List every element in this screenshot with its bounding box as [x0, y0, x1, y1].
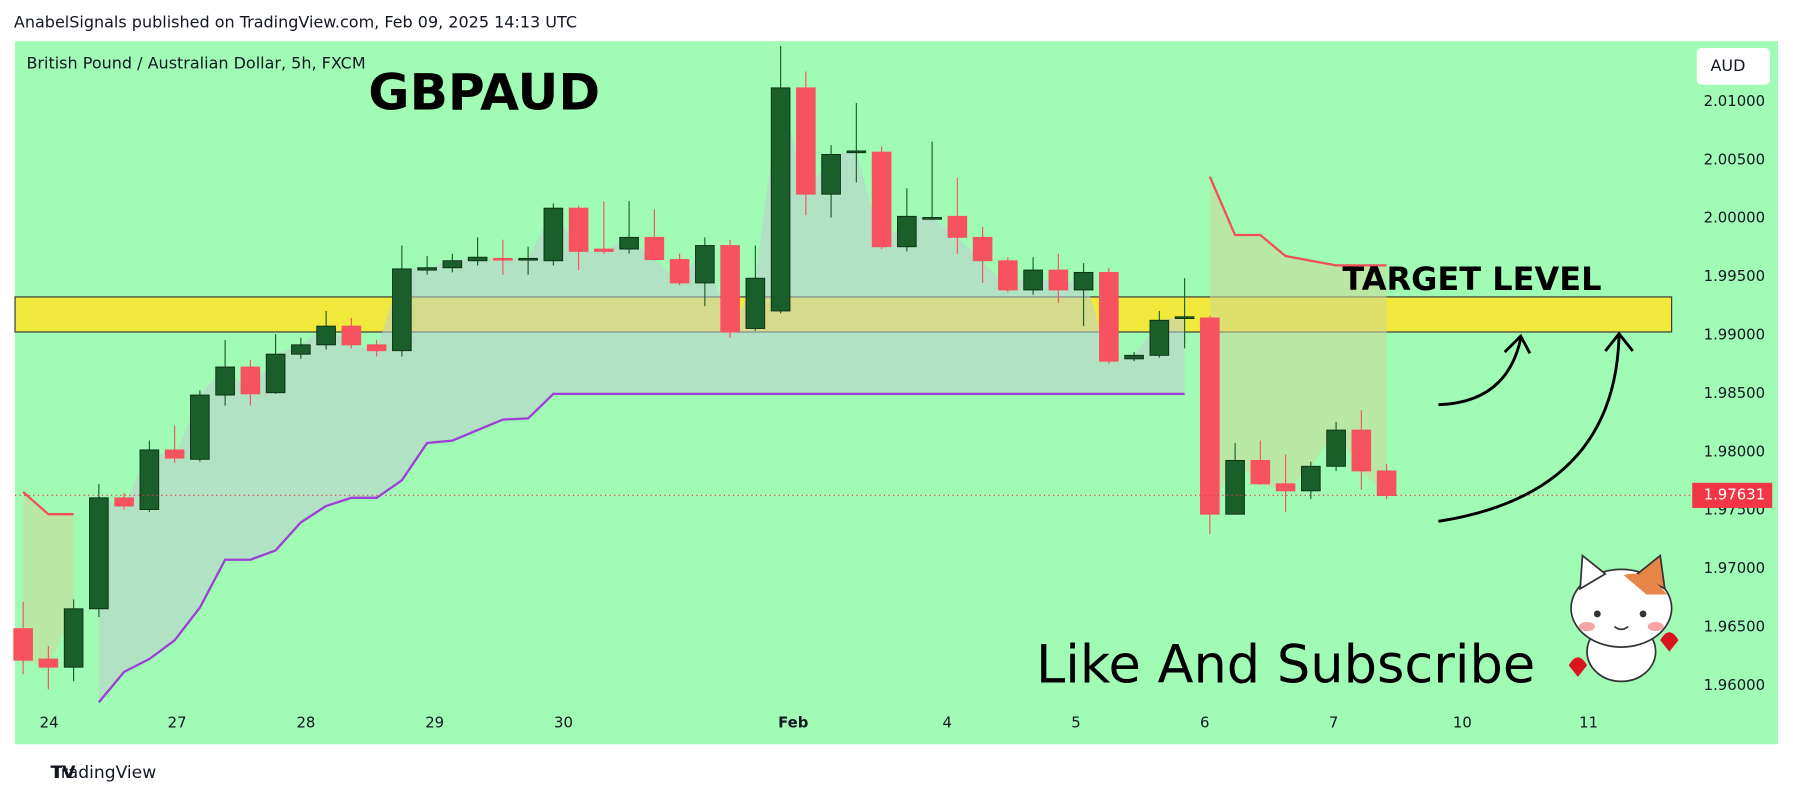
candle-body — [871, 151, 892, 248]
candle-body — [1301, 465, 1321, 492]
candle-body — [922, 217, 942, 220]
y-tick-label: 2.00000 — [1704, 209, 1765, 227]
last-price-label: 1.97631 — [1704, 485, 1765, 503]
x-tick-label: 6 — [1200, 714, 1209, 732]
candle-body — [1376, 470, 1397, 496]
x-tick-label: 24 — [40, 714, 59, 732]
candle-body — [619, 236, 639, 250]
candle-body — [1149, 319, 1170, 356]
symbol: British Pound / Australian Dollar, 5h, F… — [26, 54, 365, 73]
candle-body — [240, 366, 261, 395]
overlay-line — [97, 392, 1185, 703]
y-tick-label: 1.99500 — [1704, 267, 1765, 285]
candle-body — [594, 248, 614, 252]
y-tick-label: 1.99000 — [1704, 325, 1765, 343]
x-tick-label: 4 — [943, 714, 952, 732]
candle-body — [1023, 269, 1043, 291]
x-tick-label: 28 — [296, 714, 315, 732]
candle-body — [897, 215, 917, 248]
candle-body — [543, 207, 564, 262]
cat-sticker — [1568, 553, 1679, 683]
candle-body — [114, 497, 134, 507]
candle-body — [1351, 429, 1372, 472]
candle-body — [442, 260, 463, 269]
x-tick-label: Feb — [778, 714, 808, 732]
candle-body — [644, 236, 665, 261]
candle-body — [1250, 459, 1271, 485]
candle-body — [341, 325, 362, 346]
candle-body — [745, 277, 766, 329]
candle-body — [695, 245, 715, 284]
candle-body — [139, 449, 160, 510]
last-price-box — [1692, 482, 1773, 508]
candle-body — [38, 658, 59, 668]
y-tick-label: 1.96000 — [1704, 676, 1765, 694]
header: AnabelSignals published on TradingView.c… — [14, 12, 577, 31]
candle-body — [1073, 271, 1094, 291]
y-tick-label: 1.96500 — [1704, 617, 1765, 635]
footer-logo: TV — [50, 763, 76, 783]
candle-body — [1124, 354, 1144, 360]
x-tick-label: 5 — [1071, 714, 1080, 732]
candle-body — [972, 236, 993, 262]
candle-body — [467, 256, 488, 262]
candle-body — [291, 344, 311, 355]
arrow — [1438, 331, 1634, 523]
target-label: TARGET LEVEL — [1342, 260, 1601, 298]
candle-body — [846, 150, 867, 154]
candle-body — [1326, 429, 1346, 467]
candle-body — [947, 215, 968, 238]
candle-body — [669, 259, 690, 284]
candle-body — [1275, 483, 1296, 492]
candle-body — [265, 353, 286, 394]
candle-body — [1048, 269, 1069, 291]
candle-body — [518, 257, 538, 261]
currency-box — [1696, 48, 1770, 85]
y-tick-label: 2.00500 — [1704, 150, 1765, 168]
x-tick-label: 27 — [168, 714, 187, 732]
y-tick-label: 1.98500 — [1704, 384, 1765, 402]
candle-body — [215, 366, 235, 396]
candle-body — [568, 207, 589, 252]
candle-body — [796, 87, 816, 195]
like-subscribe: Like And Subscribe — [1036, 634, 1535, 695]
candle-body — [720, 245, 740, 333]
trend-fill — [23, 491, 74, 668]
chart-layer: 1.960001.965001.970001.975001.980001.985… — [13, 45, 1773, 732]
candle-body — [1099, 271, 1119, 362]
candle-body — [63, 608, 84, 668]
chart-title: GBPAUD — [368, 63, 600, 122]
candle-body — [1174, 316, 1195, 319]
x-tick-label: 29 — [425, 714, 444, 732]
candle-body — [316, 325, 336, 346]
candle-body — [1225, 459, 1245, 515]
y-tick-label: 1.98000 — [1704, 442, 1765, 460]
currency: AUD — [1711, 56, 1746, 75]
candle-body — [821, 153, 841, 195]
x-tick-label: 10 — [1453, 714, 1472, 732]
candle-body — [13, 628, 33, 661]
x-tick-label: 11 — [1579, 714, 1598, 732]
candle-body — [164, 449, 185, 459]
candle-body — [190, 394, 210, 460]
arrow — [1438, 333, 1532, 407]
x-tick-label: 30 — [554, 714, 573, 732]
candle-body — [366, 344, 387, 352]
candle-body — [89, 497, 109, 610]
overlay-line — [22, 176, 1387, 516]
candle-body — [493, 257, 513, 261]
y-tick-label: 2.01000 — [1704, 92, 1765, 110]
y-tick-label: 1.97000 — [1704, 559, 1765, 577]
candle-body — [1200, 317, 1220, 515]
candle-body — [392, 268, 412, 352]
footer: TradingView — [52, 763, 156, 783]
candle-body — [998, 260, 1018, 291]
candle-body — [770, 87, 791, 312]
candle-body — [417, 267, 437, 271]
x-tick-label: 7 — [1329, 714, 1338, 732]
